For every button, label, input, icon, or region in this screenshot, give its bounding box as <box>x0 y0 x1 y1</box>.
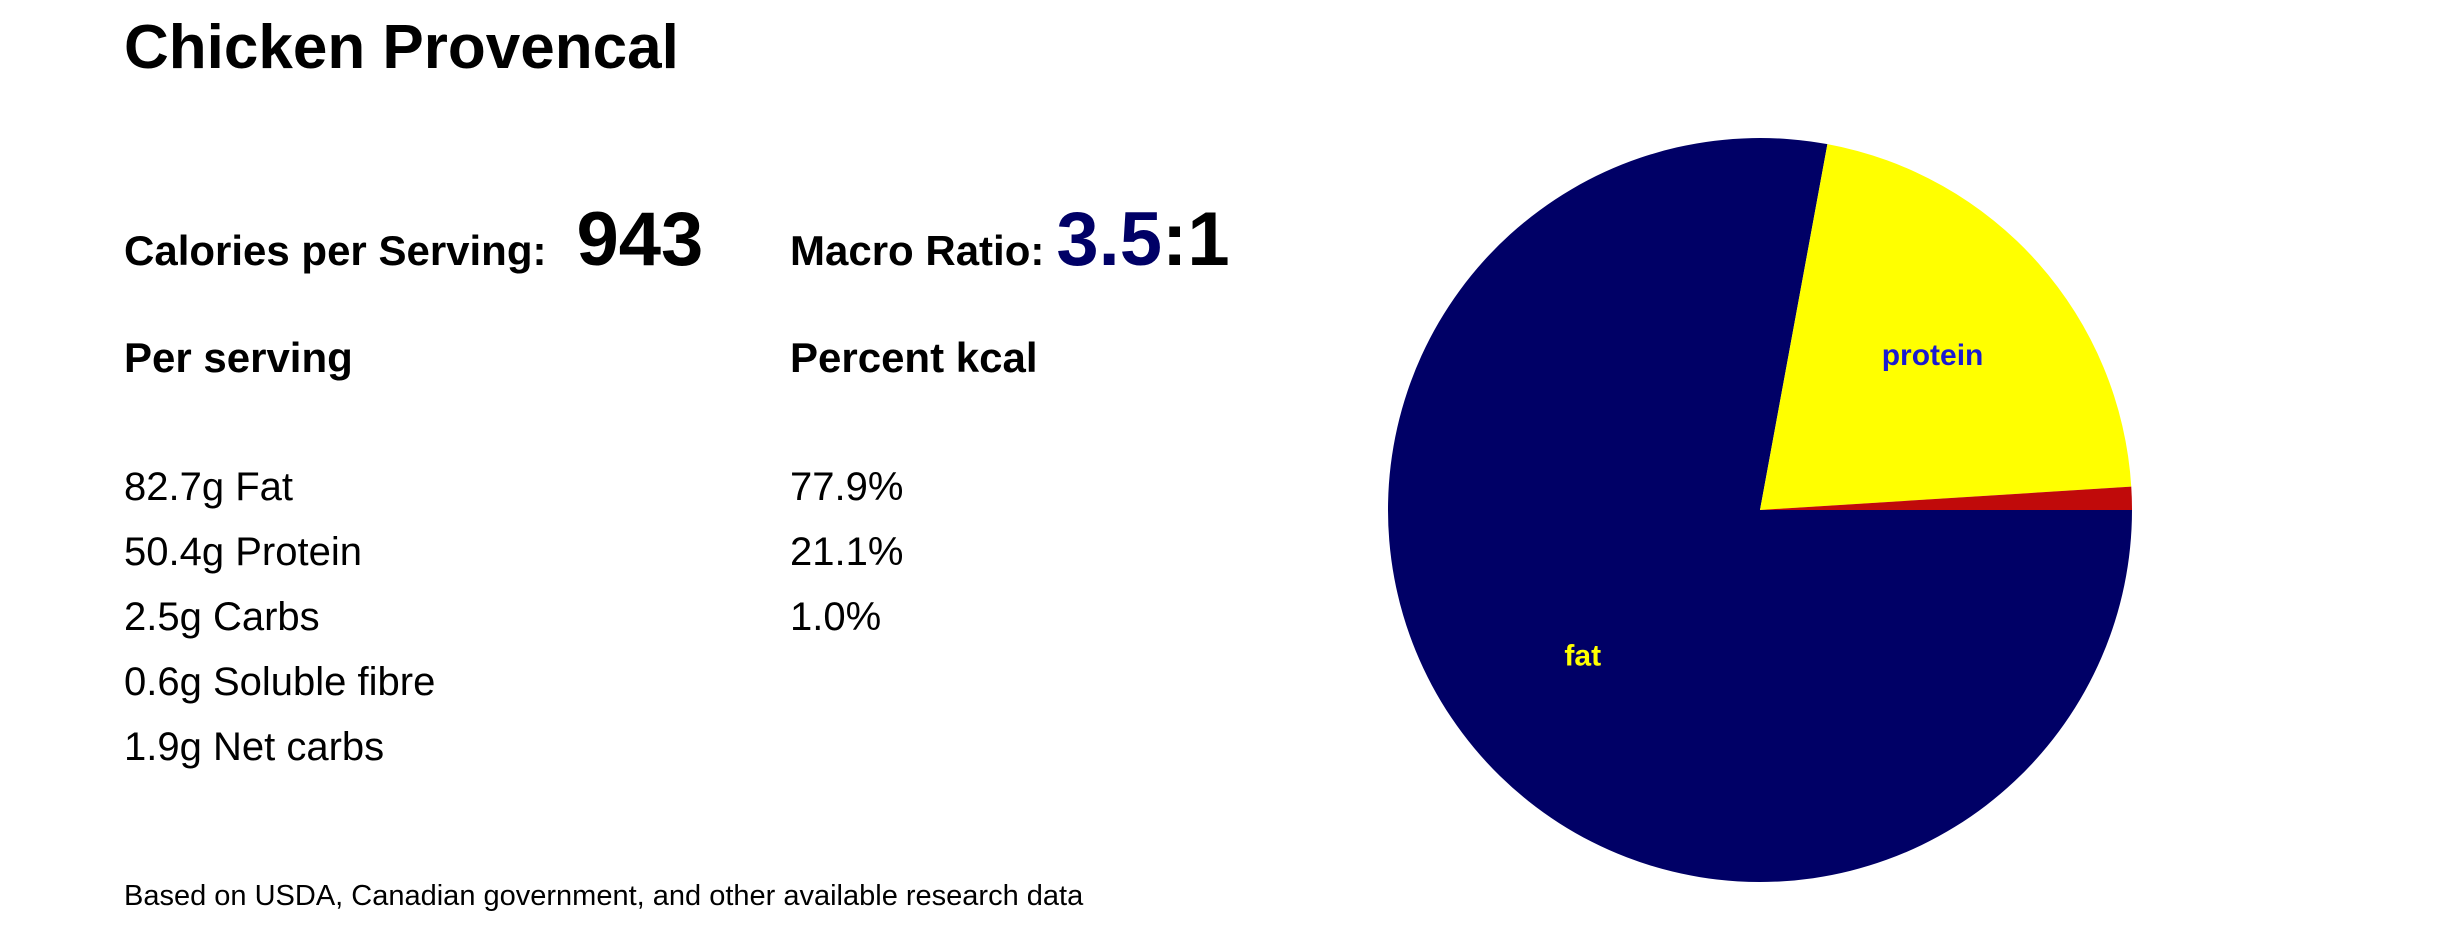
percent-protein: 21.1% <box>790 530 904 574</box>
percent-kcal-heading: Percent kcal <box>790 334 1038 381</box>
calories-value: 943 <box>576 197 704 282</box>
pie-slice-slice-2 <box>1760 486 2132 510</box>
nutrient-protein: 50.4g Protein <box>124 530 362 574</box>
macro-ratio: Macro Ratio: 3.5:1 <box>790 196 1230 286</box>
percent-carbs: 1.0% <box>790 595 882 639</box>
macro-ratio-label: Macro Ratio: <box>790 227 1045 274</box>
pie-slice-protein <box>1760 144 2132 510</box>
nutrient-net-carbs: 1.9g Net carbs <box>124 725 385 769</box>
calories-per-serving: Calories per Serving: 943 <box>124 196 703 286</box>
macro-ratio-value: 3.5:1 <box>1056 197 1229 282</box>
nutrient-fat: 82.7g Fat <box>124 465 294 509</box>
macro-ratio-numerator: 3.5 <box>1056 197 1163 282</box>
nutrient-soluble-fibre: 0.6g Soluble fibre <box>124 660 436 704</box>
page-title: Chicken Provencal <box>124 13 679 82</box>
macro-pie-chart: fat protein <box>1388 137 2132 883</box>
pie-label-fat: fat <box>1564 639 1601 672</box>
percent-kcal-list: 77.9% 21.1% 1.0% <box>790 455 903 650</box>
data-source-footnote: Based on USDA, Canadian government, and … <box>124 880 1084 912</box>
pie-slices <box>1388 137 2132 883</box>
macro-ratio-suffix: :1 <box>1162 197 1230 282</box>
percent-fat: 77.9% <box>790 465 904 509</box>
pie-labels: fat protein <box>1564 339 1983 673</box>
nutrient-carbs: 2.5g Carbs <box>124 595 320 639</box>
per-serving-heading: Per serving <box>124 334 353 381</box>
pie-label-protein: protein <box>1882 339 1984 372</box>
calories-label: Calories per Serving: <box>124 227 547 274</box>
nutrient-list: 82.7g Fat 50.4g Protein 2.5g Carbs 0.6g … <box>124 455 435 780</box>
